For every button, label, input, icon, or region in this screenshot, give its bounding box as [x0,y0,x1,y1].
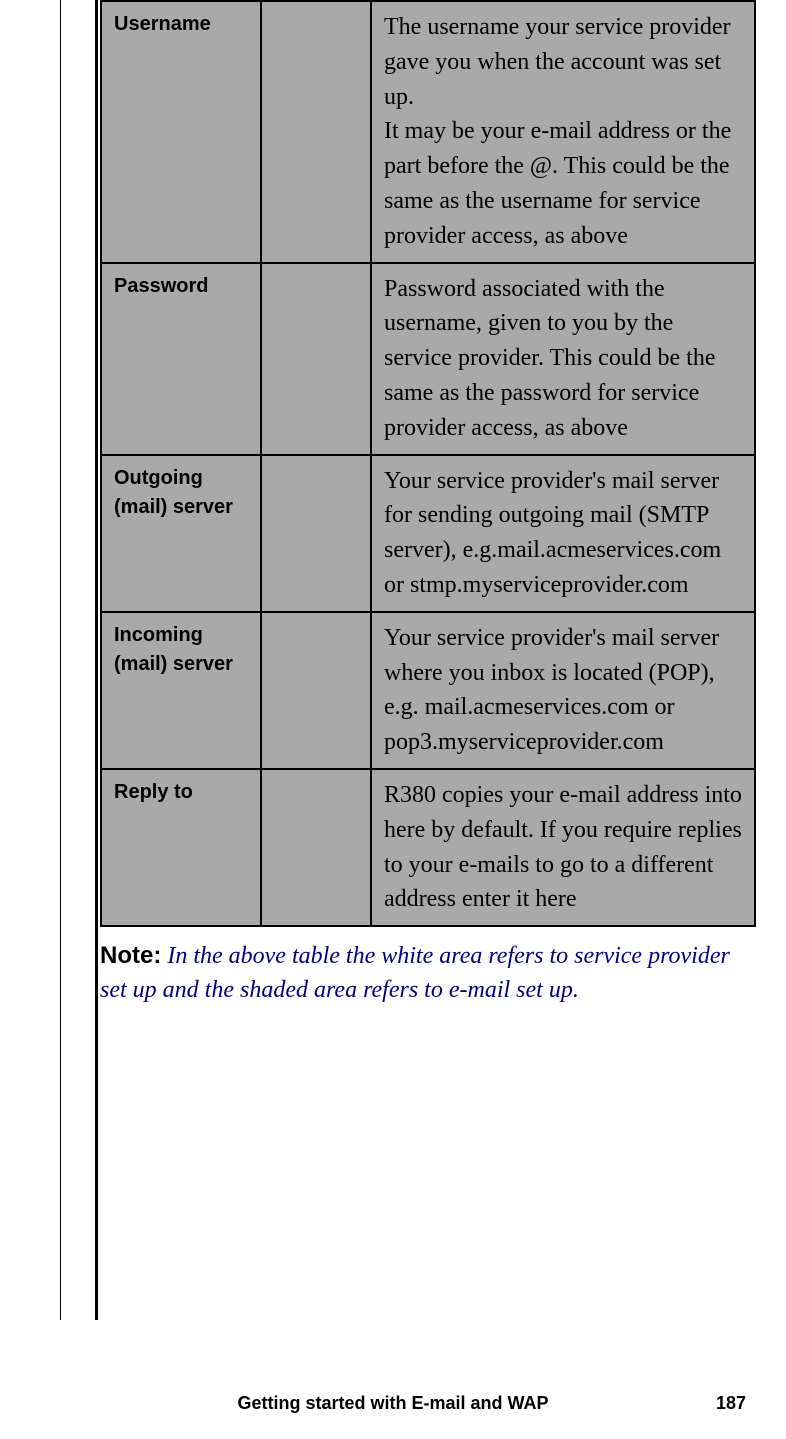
table-row: Username The username your service provi… [101,1,755,263]
table-row: Reply to R380 copies your e-mail address… [101,769,755,926]
email-settings-table: Username The username your service provi… [100,0,756,927]
setting-label: Username [101,1,261,263]
table-row: Outgoing (mail) server Your service prov… [101,455,755,612]
setting-value-cell [261,263,371,455]
setting-description: R380 copies your e-mail address into her… [371,769,755,926]
note-section: Note: In the above table the white area … [100,939,756,1007]
footer-title: Getting started with E-mail and WAP [0,1393,786,1414]
page-number: 187 [716,1393,746,1414]
setting-value-cell [261,769,371,926]
setting-value-cell [261,1,371,263]
table-row: Incoming (mail) server Your service prov… [101,612,755,769]
setting-description: Your service provider's mail server for … [371,455,755,612]
note-label: Note: [100,942,161,969]
setting-label: Incoming (mail) server [101,612,261,769]
table-row: Password Password associated with the us… [101,263,755,455]
setting-label: Outgoing (mail) server [101,455,261,612]
page-content: Username The username your service provi… [0,0,786,1439]
note-text: In the above table the white area refers… [100,943,730,1003]
setting-description: The username your service provider gave … [371,1,755,263]
setting-value-cell [261,612,371,769]
setting-description: Password associated with the username, g… [371,263,755,455]
setting-label: Reply to [101,769,261,926]
setting-label: Password [101,263,261,455]
setting-value-cell [261,455,371,612]
setting-description: Your service provider's mail server wher… [371,612,755,769]
